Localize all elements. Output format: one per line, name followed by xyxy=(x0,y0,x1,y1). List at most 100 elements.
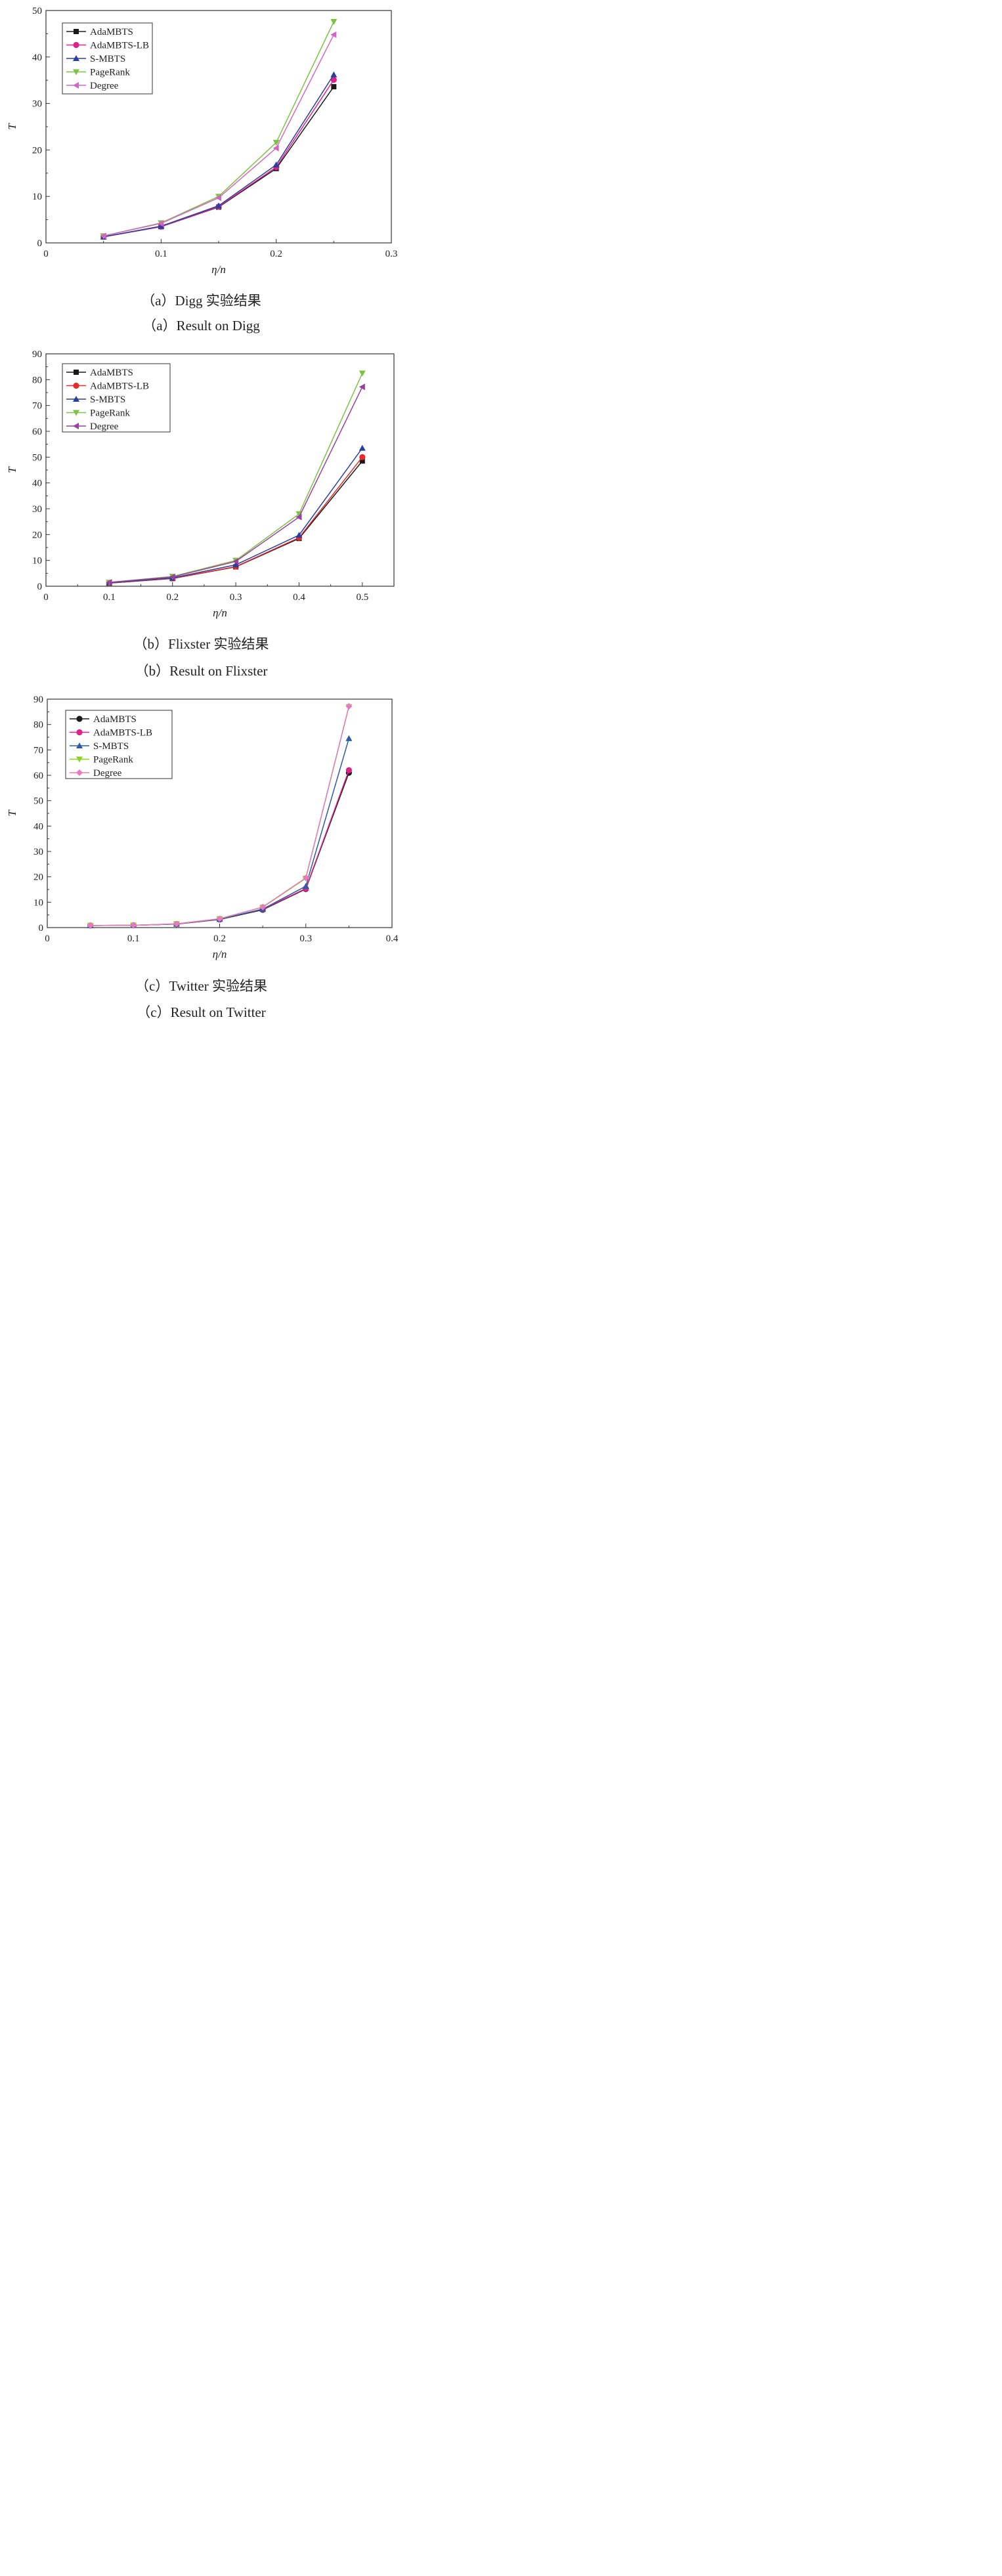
data-point xyxy=(232,561,240,568)
data-point xyxy=(330,31,337,38)
x-tick-label: 0.3 xyxy=(230,592,242,603)
series-line xyxy=(90,772,350,926)
legend-label: Degree xyxy=(90,81,119,91)
y-tick-label: 20 xyxy=(32,530,42,540)
data-point xyxy=(215,202,222,209)
legend-marker xyxy=(73,396,79,402)
caption-en-flixster: （b）Result on Flixster xyxy=(135,663,268,679)
data-point xyxy=(100,232,106,240)
legend-label: AdaMBTS xyxy=(93,714,137,725)
data-point xyxy=(295,532,303,538)
legend: AdaMBTS AdaMBTS-LB S-MBTS PageRank Degree xyxy=(62,22,153,95)
legend-label: AdaMBTS-LB xyxy=(90,381,149,392)
data-point xyxy=(345,767,352,773)
data-point xyxy=(169,573,175,580)
x-tick-label: 0 xyxy=(43,592,49,603)
legend-item: AdaMBTS xyxy=(66,368,133,378)
legend-item: PageRank xyxy=(66,68,130,78)
legend-item: S-MBTS xyxy=(66,395,125,405)
legend-marker xyxy=(73,69,79,75)
x-tick-label: 0.4 xyxy=(386,934,399,944)
legend-marker xyxy=(73,423,79,429)
data-point xyxy=(295,513,302,521)
y-tick-label: 50 xyxy=(32,452,42,463)
series-s-mbts xyxy=(100,71,338,240)
caption-en-twitter: （c）Result on Twitter xyxy=(137,1004,266,1020)
legend-label: S-MBTS xyxy=(90,395,125,405)
y-tick-label: 80 xyxy=(33,720,43,731)
legend-label: AdaMBTS xyxy=(90,27,133,37)
data-point xyxy=(130,922,137,929)
legend-label: Degree xyxy=(90,421,119,432)
caption-cn-twitter: （c）Twitter 实验结果 xyxy=(135,978,267,994)
legend-marker xyxy=(73,55,79,61)
y-tick-label: 30 xyxy=(32,504,42,515)
legend-item: AdaMBTS xyxy=(66,27,133,37)
data-point xyxy=(359,458,365,464)
y-tick-label: 90 xyxy=(32,349,42,360)
legend-item: S-MBTS xyxy=(70,741,129,752)
legend-item: PageRank xyxy=(66,408,130,419)
caption-cn-flixster: （b）Flixster 实验结果 xyxy=(133,636,269,652)
x-tick-label: 0.1 xyxy=(103,592,116,603)
chart-panel-flixster: 0 0.1 0.2 0.3 0.4 0.5 0 10 20 30 40 50 60 70 80 90 η/n T A… xyxy=(0,341,403,683)
y-tick-label: 50 xyxy=(33,796,43,807)
y-tick-label: 10 xyxy=(32,192,42,202)
series-adambts xyxy=(100,84,337,240)
legend-marker xyxy=(76,742,83,748)
chart-digg: 0 0.1 0.2 0.3 0 10 20 30 40 50 η/n T AdaMBTS AdaMBTS-… xyxy=(6,6,397,276)
y-tick-label: 30 xyxy=(32,99,42,110)
data-point xyxy=(272,140,280,146)
legend-label: PageRank xyxy=(93,755,133,765)
legend-label: PageRank xyxy=(90,68,130,78)
data-point xyxy=(345,735,353,741)
y-tick-label: 60 xyxy=(33,771,43,781)
y-tick-label: 90 xyxy=(33,695,43,705)
legend-marker xyxy=(73,410,79,416)
legend-item: PageRank xyxy=(70,755,133,765)
legend-item: AdaMBTS-LB xyxy=(70,728,152,739)
legend-marker xyxy=(74,29,79,34)
data-point xyxy=(359,454,366,460)
data-point xyxy=(106,579,112,586)
y-tick-label: 10 xyxy=(33,897,43,908)
y-tick-label: 50 xyxy=(32,6,42,16)
series-adambts-lb xyxy=(100,76,337,240)
legend-item: AdaMBTS-LB xyxy=(66,41,149,51)
series-adambts-lb xyxy=(87,767,352,929)
data-point xyxy=(216,915,223,922)
series-degree xyxy=(100,31,337,240)
y-tick-label: 0 xyxy=(37,582,43,592)
legend-label: Degree xyxy=(93,768,122,779)
legend-box xyxy=(62,363,171,433)
legend-marker xyxy=(73,41,79,49)
series-adambts xyxy=(87,769,352,929)
chart-panel-twitter: 0 0.1 0.2 0.3 0.4 0 10 20 30 40 50 60 70 80 90 η/n T AdaM… xyxy=(0,686,403,1029)
data-point xyxy=(272,161,280,168)
series-s-mbts xyxy=(106,444,366,586)
legend-label: AdaMBTS xyxy=(90,368,133,378)
x-tick-label: 0.5 xyxy=(356,592,368,603)
legend-box xyxy=(65,710,173,779)
x-axis-label: η/n xyxy=(213,948,227,960)
y-axis-label: T xyxy=(6,466,18,473)
legend-label: PageRank xyxy=(90,408,130,419)
data-point xyxy=(359,383,365,391)
data-point xyxy=(302,882,309,889)
legend-item: AdaMBTS xyxy=(70,714,137,725)
legend-item: Degree xyxy=(66,421,119,432)
y-tick-label: 60 xyxy=(32,427,42,437)
legend-label: AdaMBTS-LB xyxy=(90,41,149,51)
caption-cn-digg: （a）Digg 实验结果 xyxy=(141,293,261,309)
caption-en-digg: （a）Result on Digg xyxy=(142,318,260,333)
x-axis-label: η/n xyxy=(213,607,227,619)
series-line xyxy=(90,770,350,926)
legend-marker xyxy=(73,82,79,89)
legend-marker xyxy=(74,370,79,375)
y-tick-label: 40 xyxy=(32,479,42,489)
series-degree xyxy=(106,383,365,586)
data-point xyxy=(215,194,221,202)
y-tick-label: 10 xyxy=(32,556,42,567)
y-tick-label: 40 xyxy=(33,821,43,832)
data-point xyxy=(87,922,94,929)
